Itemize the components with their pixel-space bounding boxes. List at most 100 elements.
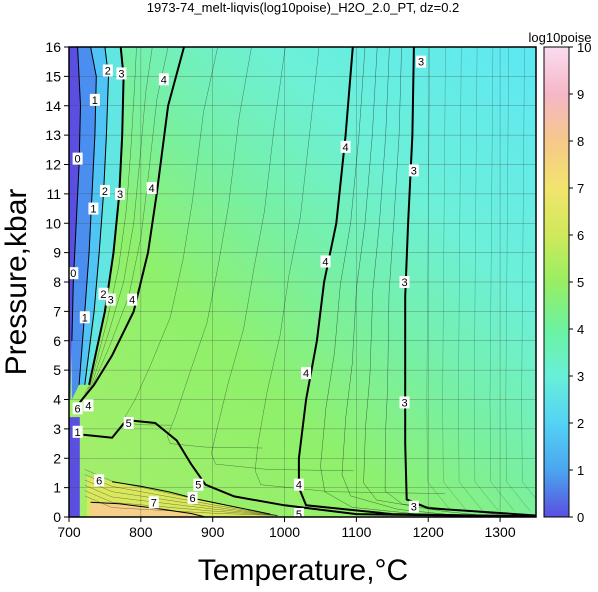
contour-label-bg — [79, 311, 90, 324]
contour-lines — [71, 47, 536, 517]
contour-line-0 — [71, 47, 82, 341]
contour-label: 4 — [303, 368, 309, 380]
y-tick-label: 16 — [45, 39, 61, 55]
contour-label: 1 — [92, 95, 98, 107]
contour-label-bg — [115, 187, 126, 200]
contour-label: 4 — [161, 74, 167, 86]
contour-label: 4 — [129, 295, 135, 307]
x-axis-label: Temperature,°C — [198, 554, 408, 587]
colorbar-tick-label: 7 — [577, 181, 584, 196]
contour-label-bg — [72, 425, 83, 438]
colorbar-tick-label: 8 — [577, 134, 584, 149]
y-tick-label: 1 — [53, 480, 61, 496]
y-tick-label: 4 — [53, 392, 61, 408]
contour-label: 3 — [411, 165, 417, 177]
contour-label: 7 — [151, 497, 157, 509]
y-tick-label: 14 — [45, 98, 61, 114]
y-tick-label: 0 — [53, 509, 61, 525]
contour-label: 2 — [105, 66, 111, 78]
contour-label: 3 — [108, 295, 114, 307]
contour-label: 3 — [118, 68, 124, 80]
y-tick-label: 13 — [45, 127, 61, 143]
colorbar-label: log10poise — [529, 30, 592, 45]
x-axis: 700 800 900 1000 1100 1200 1300 — [57, 517, 516, 540]
chart-title: 1973-74_melt-liqvis(log10poise)_H2O_2.0_… — [147, 0, 460, 15]
minor-contour — [458, 47, 483, 512]
contour-line-4 — [297, 47, 536, 517]
colorbar-tick-label: 3 — [577, 369, 584, 384]
contour-label-bg — [146, 182, 157, 194]
y-tick-label: 12 — [45, 157, 61, 173]
contour-label-bg — [72, 152, 83, 165]
contour-label: 3 — [411, 502, 417, 514]
x-tick-label: 1300 — [484, 524, 515, 540]
colorbar-tick-label: 4 — [577, 322, 584, 337]
contour-label: 3 — [401, 397, 407, 409]
contour-label-bg — [99, 184, 110, 197]
contour-label: 5 — [126, 418, 132, 430]
contour-label-bg — [102, 64, 113, 77]
minor-contour — [320, 47, 536, 517]
colorbar-tick-label: 6 — [577, 228, 584, 243]
region-level-2 — [79, 47, 109, 385]
contour-label-bg — [416, 55, 427, 68]
contour-label-bg — [408, 164, 419, 177]
contour-label-bg — [340, 140, 351, 153]
minor-contour — [505, 47, 531, 512]
minor-contour — [426, 47, 452, 512]
contour-label-bg — [72, 402, 83, 415]
minor-contour — [81, 47, 169, 399]
x-tick-label: 1200 — [413, 524, 444, 540]
contour-label-bg — [83, 399, 94, 412]
minor-contour — [84, 485, 278, 516]
minor-contour — [84, 479, 278, 516]
contour-label: 1 — [75, 427, 81, 439]
contour-label-bg — [127, 293, 138, 306]
contour-label-bg — [187, 491, 198, 504]
colorbar: log10poise 0 1 2 3 4 5 6 7 8 9 10 — [529, 30, 592, 525]
contour-label-bg — [158, 73, 169, 86]
contour-label-bg — [193, 478, 204, 491]
contour-label: 6 — [96, 475, 102, 487]
y-tick-label: 10 — [45, 215, 61, 231]
y-tick-label: 6 — [53, 333, 61, 349]
contour-label-bg — [69, 267, 79, 280]
contour-label: 0 — [75, 154, 81, 166]
colorbar-tick-label: 1 — [577, 463, 584, 478]
x-tick-label: 800 — [129, 524, 153, 540]
contour-label: 1 — [90, 204, 96, 216]
contour-label-bg — [116, 67, 127, 80]
contour-label-bg — [399, 276, 410, 288]
contour-label-bg — [98, 287, 109, 300]
minor-contour — [84, 490, 278, 516]
contour-label-bg — [105, 293, 116, 306]
contour-label-bg — [293, 508, 304, 517]
colorbar-tick-label: 9 — [577, 87, 584, 102]
x-tick-label: 900 — [201, 524, 225, 540]
contour-label-bg — [408, 500, 419, 513]
contour-label: 3 — [401, 277, 407, 289]
colorbar-tick-label: 2 — [577, 416, 584, 431]
contour-label-bg — [301, 367, 312, 380]
y-tick-label: 3 — [53, 421, 61, 437]
y-tick-label: 2 — [53, 450, 61, 466]
minor-contour — [254, 47, 445, 494]
y-tick-label: 9 — [53, 245, 61, 261]
y-tick-label: 8 — [53, 274, 61, 290]
minor-contour — [521, 47, 536, 499]
colorbar-tick-label: 5 — [577, 275, 584, 290]
region-level-3 — [84, 47, 124, 385]
contour-label: 5 — [195, 480, 201, 492]
contour-line-6 — [112, 481, 271, 515]
contour-label: 4 — [296, 480, 302, 492]
minor-contour — [84, 47, 153, 394]
contour-label: 4 — [343, 142, 349, 154]
minor-contour — [442, 47, 468, 512]
minor-contour — [489, 47, 515, 512]
contour-label-bg — [399, 396, 410, 409]
y-tick-label: 15 — [45, 68, 61, 84]
